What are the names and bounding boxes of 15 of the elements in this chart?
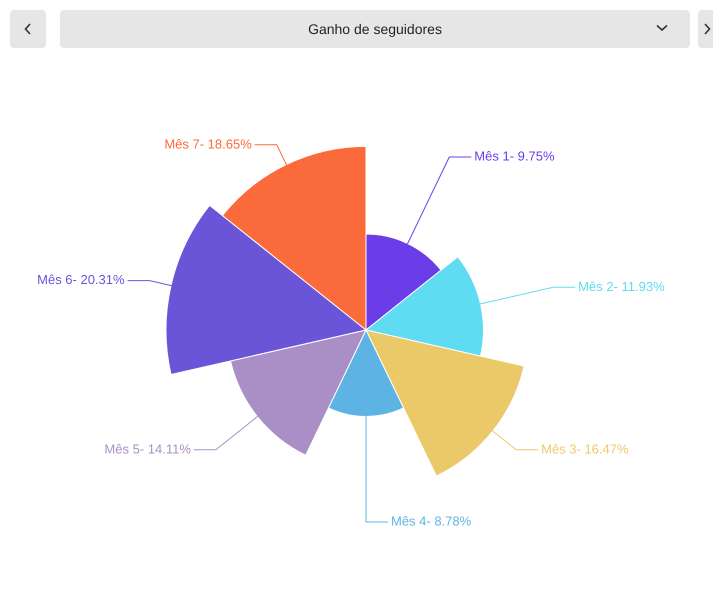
category-label: Mês 4- <box>391 514 431 529</box>
data-label: 14.11% <box>148 441 192 456</box>
category-label: Mês 3- <box>541 441 581 456</box>
data-label: 18.65% <box>208 136 252 152</box>
category-label: Mês 1- <box>474 148 514 164</box>
category-label: Mês 5- <box>104 441 144 456</box>
data-label: 11.93% <box>622 278 666 294</box>
data-label: 9.75% <box>518 148 555 164</box>
text: Ganho de seguidores <box>308 21 442 37</box>
category-label: Mês 6- <box>37 272 77 288</box>
data-label: 16.47% <box>584 441 629 456</box>
data-label: 20.31% <box>80 272 126 288</box>
category-label: Mês 2- <box>578 278 618 294</box>
data-label: 8.78% <box>434 514 472 529</box>
category-label: Mês 7- <box>164 136 204 152</box>
